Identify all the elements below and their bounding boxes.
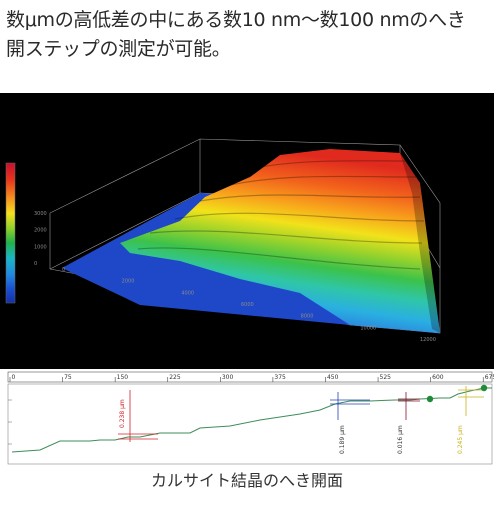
caption: カルサイト結晶のへき開面 [150, 471, 343, 490]
profile-frame [7, 383, 493, 465]
headline: 数μmの高低差の中にある数10 nm～数100 nmのへき 開ステップの測定が可… [6, 6, 490, 64]
y-axis-tick-label: 2000 [34, 228, 47, 234]
x-axis-tick-label: 4000 [181, 290, 194, 296]
x-axis-tick-label: 10000 [360, 325, 376, 331]
headline-line-2: 開ステップの測定が可能。 [6, 38, 231, 60]
handle-dot-2[interactable] [480, 384, 488, 392]
ruler [7, 371, 493, 383]
y-axis-tick-label: 0 [34, 261, 37, 267]
headline-line-1: 数μmの高低差の中にある数10 nm～数100 nmのへき [6, 9, 466, 31]
x-axis-ticks: 0 2000 4000 6000 8000 10000 12000 [62, 267, 436, 343]
x-axis-tick-label: 0 [62, 267, 65, 273]
ruler-tick-label: 375 [274, 374, 286, 381]
colorbar [5, 162, 16, 304]
left-axis-ticks [8, 399, 12, 445]
y-axis-tick-label: 1000 [34, 244, 47, 250]
handle-dot-1[interactable] [426, 395, 434, 403]
y-axis-ticks: 0 1000 2000 3000 [34, 211, 47, 267]
ruler-tick-label: 675 [485, 374, 494, 381]
ruler-tick-label: 150 [117, 374, 129, 381]
ruler-ticks: 0 75 150 225 300 375 450 525 600 675 [9, 374, 494, 382]
ruler-tick-label: 75 [64, 374, 72, 381]
ruler-tick-label: 300 [222, 374, 234, 381]
ruler-tick-label: 525 [380, 374, 392, 381]
height-profile-svg: 0 75 150 225 300 375 450 525 600 675 0.238 μm 0.1… [7, 371, 494, 465]
3d-surface-view[interactable]: 0 2000 4000 6000 8000 10000 12000 0 1000 2000 300… [0, 93, 494, 369]
x-axis-tick-label: 2000 [122, 279, 135, 285]
ruler-tick-label: 225 [169, 374, 181, 381]
ruler-tick-label: 600 [432, 374, 444, 381]
marker-1-label: 0.238 μm [119, 399, 126, 428]
surface-cliff [400, 153, 440, 333]
x-axis-tick-label: 8000 [301, 314, 314, 320]
y-axis-tick-label: 3000 [34, 211, 47, 217]
x-axis-tick-label: 12000 [420, 337, 436, 343]
marker-3-label: 0.016 μm [397, 425, 404, 454]
surface-terrace [120, 149, 440, 333]
ruler-tick-label: 0 [12, 374, 16, 381]
ruler-tick-label: 450 [327, 374, 339, 381]
step-edges [137, 160, 425, 270]
marker-4[interactable]: 0.245 μm [457, 386, 484, 454]
marker-4-label: 0.245 μm [457, 425, 464, 454]
x-axis-tick-label: 6000 [241, 302, 254, 308]
height-profile-panel[interactable]: 0 75 150 225 300 375 450 525 600 675 0.238 μm 0.1… [0, 370, 494, 466]
profile-line [11, 387, 492, 453]
marker-1[interactable]: 0.238 μm [118, 390, 158, 442]
marker-2[interactable]: 0.189 μm [330, 392, 370, 454]
marker-2-label: 0.189 μm [339, 425, 346, 454]
3d-surface-svg: 0 2000 4000 6000 8000 10000 12000 0 1000 2000 300… [5, 138, 441, 343]
marker-3[interactable]: 0.016 μm [397, 392, 420, 454]
